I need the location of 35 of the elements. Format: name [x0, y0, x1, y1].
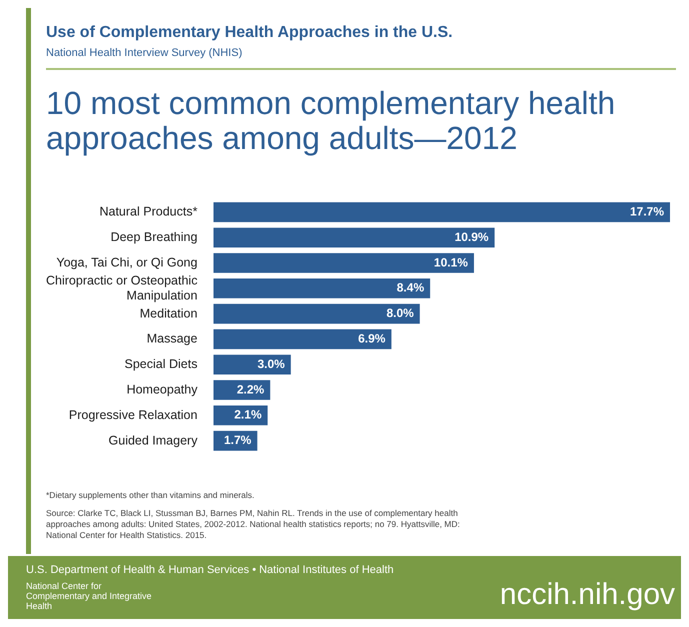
source-note: Source: Clarke TC, Black LI, Stussman BJ, Barnes PM, Nahin RL. Trends in the use of complementary health approaches among adults: United States, 2002-2012. National health statistics reports; no 79. Hyattsville, MD: National Center for Health Statistics. 2015.	[46, 508, 461, 541]
y-tick-label: Progressive Relaxation	[68, 408, 198, 422]
text: nccih.nih.gov	[500, 578, 675, 612]
y-tick-label: Special Diets	[124, 357, 198, 372]
y-tick-label: Natural Products*	[99, 204, 198, 219]
text: National Center for Complementary and Integrative Health	[26, 581, 153, 611]
y-tick-label: Homeopathy	[126, 382, 198, 396]
data-label: 10.1%	[434, 255, 468, 270]
bar	[213, 278, 430, 298]
bar	[213, 253, 474, 273]
chart-title: Use of Complementary Health Approaches in the U.S.	[46, 24, 453, 42]
bar	[213, 304, 420, 324]
data-label: 8.0%	[386, 306, 414, 320]
bar	[213, 354, 291, 375]
data-label: 2.2%	[236, 382, 265, 396]
bar	[213, 202, 670, 222]
y-tick-label: Deep Breathing	[110, 230, 198, 244]
data-label: 8.4%	[396, 280, 424, 295]
chart-subtitle: National Health Interview Survey (NHIS)	[46, 47, 242, 59]
data-label: 10.9%	[454, 230, 489, 244]
text: 10 most common complementary health approaches among adults—2012	[46, 85, 616, 156]
text: *Dietary supplements other than vitamins and minerals.	[46, 490, 254, 500]
data-label: 3.0%	[257, 356, 286, 371]
data-label: 6.9%	[358, 332, 386, 346]
data-label: 17.7%	[630, 204, 664, 219]
data-label: 2.1%	[234, 408, 262, 422]
y-tick-label: Meditation	[140, 306, 198, 320]
data-label: 1.7%	[224, 433, 252, 448]
y-tick-label: Chiropractic or Osteopathic Manipulation	[46, 273, 198, 302]
bar	[213, 228, 495, 248]
y-tick-label: Guided Imagery	[108, 433, 198, 448]
y-tick-label: Massage	[146, 332, 198, 346]
bar	[213, 329, 392, 350]
y-tick-label: Yoga, Tai Chi, or Qi Gong	[56, 255, 198, 270]
text: U.S. Department of Health & Human Services • National Institutes of Health	[26, 564, 394, 576]
